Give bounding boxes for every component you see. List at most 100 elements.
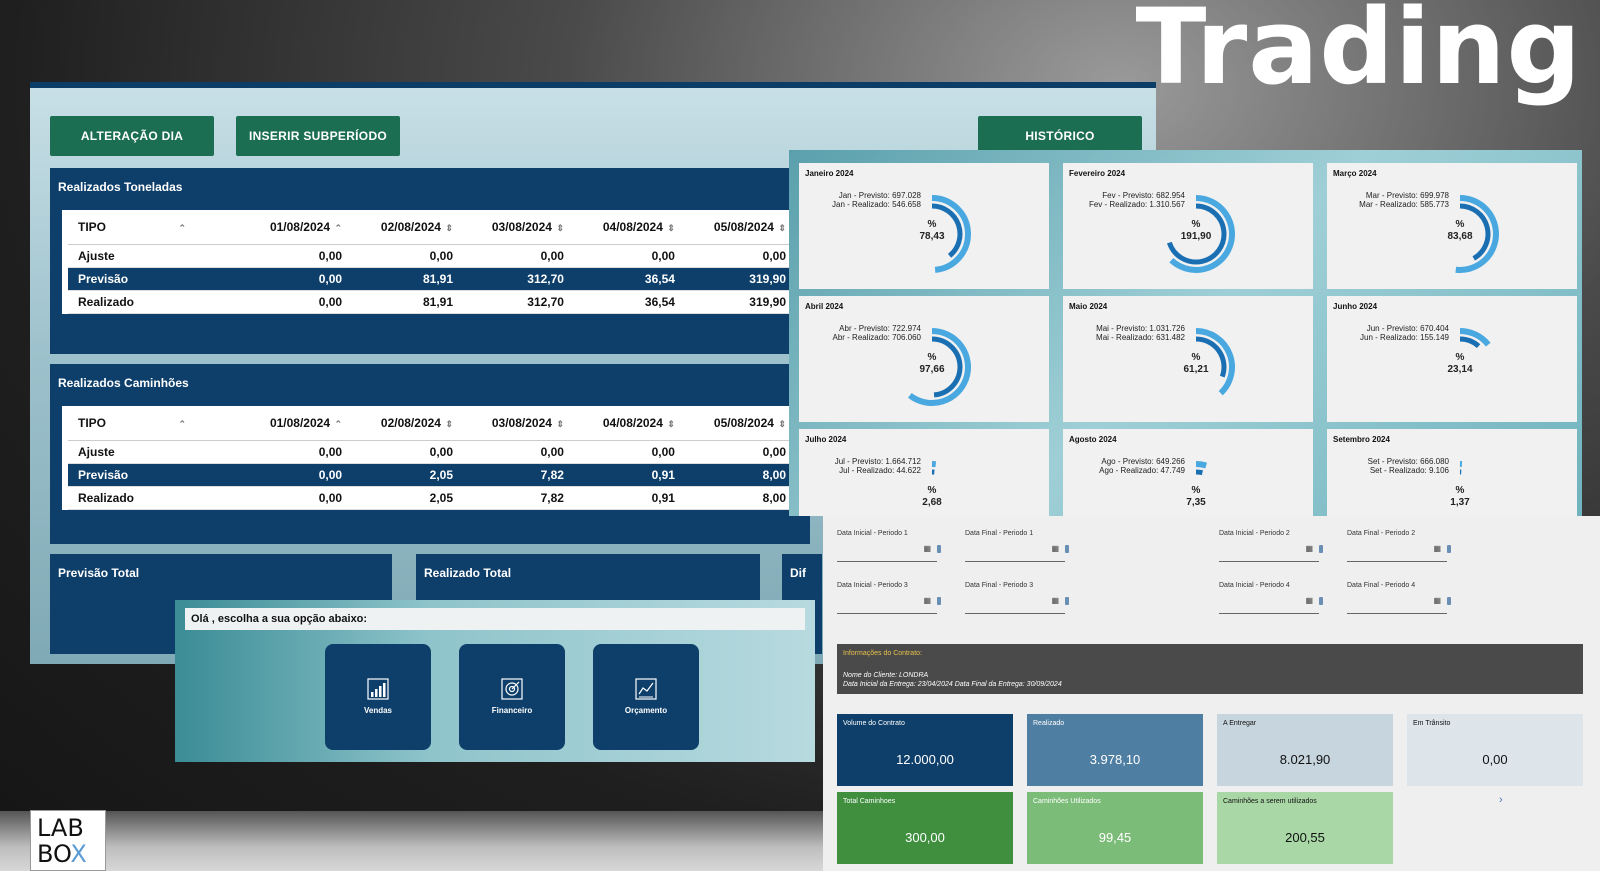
inserir-subperiodo-button[interactable]: INSERIR SUBPERÍODO xyxy=(236,116,400,156)
donut-outer-arc xyxy=(1195,461,1208,469)
column-header-date[interactable]: 05/08/2024 ⇕ xyxy=(684,406,796,441)
orcamento-tile[interactable]: Orçamento xyxy=(593,644,699,750)
info-icon xyxy=(1319,545,1323,553)
donut-chart xyxy=(1195,328,1235,396)
date-input[interactable] xyxy=(1347,550,1447,562)
month-donut-card[interactable]: Maio 2024 Mai - Previsto: 1.031.726 Mai … xyxy=(1063,296,1313,422)
calendar-icon[interactable]: ▦ xyxy=(1051,596,1059,605)
column-header-date[interactable]: 03/08/2024 ⇕ xyxy=(463,406,574,441)
kpi-value: 200,55 xyxy=(1285,830,1325,845)
calendar-icon[interactable]: ▦ xyxy=(1051,544,1059,553)
vendas-tile[interactable]: Vendas xyxy=(325,644,431,750)
donut-outer-arc xyxy=(1195,328,1235,396)
column-header-tipo[interactable]: TIPO ⌃ xyxy=(68,406,242,441)
chevron-right-icon[interactable]: › xyxy=(1499,794,1503,806)
row-value: 0,00 xyxy=(241,244,353,268)
period-date-field[interactable]: Data Final - Periodo 4 ▦ xyxy=(1347,582,1451,614)
row-value: 2,05 xyxy=(352,486,464,510)
labbox-logo: LAB BOX xyxy=(30,810,106,871)
sort-icon[interactable]: ⌃ xyxy=(176,419,187,429)
month-donut-card[interactable]: Setembro 2024 Set - Previsto: 666.080 Se… xyxy=(1327,429,1577,516)
sort-icon[interactable]: ⇕ xyxy=(664,223,675,233)
period-label: Data Inicial - Periodo 3 xyxy=(837,582,908,589)
sort-icon[interactable]: ⇕ xyxy=(775,223,786,233)
month-donut-card[interactable]: Agosto 2024 Ago - Previsto: 649.266 Ago … xyxy=(1063,429,1313,516)
month-values: Fev - Previsto: 682.954 Fev - Realizado:… xyxy=(1089,191,1185,209)
financeiro-tile[interactable]: Financeiro xyxy=(459,644,565,750)
sort-icon[interactable]: ⇕ xyxy=(553,419,564,429)
historico-button[interactable]: HISTÓRICO xyxy=(978,116,1142,156)
sort-icon[interactable]: ⇕ xyxy=(442,419,454,429)
column-header-date[interactable]: 04/08/2024 ⇕ xyxy=(573,406,685,441)
table-row[interactable]: Previsão 0,00 81,91 312,70 36,54 319,90 xyxy=(68,267,796,291)
month-donut-card[interactable]: Janeiro 2024 Jan - Previsto: 697.028 Jan… xyxy=(799,163,1049,289)
sort-icon[interactable]: ⌃ xyxy=(332,419,343,429)
period-date-field[interactable]: Data Inicial - Periodo 3 ▦ xyxy=(837,582,941,614)
calendar-icon[interactable]: ▦ xyxy=(923,544,931,553)
column-header-date[interactable]: 02/08/2024 ⇕ xyxy=(352,210,464,245)
sort-icon[interactable]: ⇕ xyxy=(442,223,454,233)
calendar-icon[interactable]: ▦ xyxy=(1433,596,1441,605)
sort-icon[interactable]: ⇕ xyxy=(664,419,675,429)
column-header-date[interactable]: 05/08/2024 ⇕ xyxy=(684,210,796,245)
donut-outer-arc xyxy=(908,328,971,406)
date-input[interactable] xyxy=(837,550,937,562)
date-input[interactable] xyxy=(1219,602,1319,614)
column-header-date[interactable]: 01/08/2024 ⌃ xyxy=(241,406,353,441)
month-donut-card[interactable]: Julho 2024 Jul - Previsto: 1.664.712 Jul… xyxy=(799,429,1049,516)
table-row[interactable]: Realizado 0,00 2,05 7,82 0,91 8,00 xyxy=(68,486,796,510)
calendar-icon[interactable]: ▦ xyxy=(1433,544,1441,553)
donut-chart xyxy=(931,195,971,273)
period-date-field[interactable]: Data Inicial - Periodo 2 ▦ xyxy=(1219,530,1323,562)
logo-line1: LAB xyxy=(37,814,84,842)
date-input[interactable] xyxy=(965,550,1065,562)
calendar-icon[interactable]: ▦ xyxy=(1305,544,1313,553)
pct-value: 1,37 xyxy=(1450,497,1470,508)
sort-icon[interactable]: ⇕ xyxy=(553,223,564,233)
table-row[interactable]: Ajuste 0,00 0,00 0,00 0,00 0,00 xyxy=(68,440,796,464)
sort-icon[interactable]: ⌃ xyxy=(332,223,343,233)
column-header-date[interactable]: 01/08/2024 ⌃ xyxy=(241,210,353,245)
column-header-date[interactable]: 03/08/2024 ⇕ xyxy=(463,210,574,245)
donut-chart xyxy=(1459,461,1463,475)
logo-line2: BO xyxy=(37,840,71,868)
column-header-date[interactable]: 04/08/2024 ⇕ xyxy=(573,210,685,245)
sort-icon[interactable]: ⇕ xyxy=(775,419,786,429)
month-previsto: Ago - Previsto: 649.266 xyxy=(1101,457,1185,466)
row-value: 319,90 xyxy=(684,290,796,314)
kpi-value: 300,00 xyxy=(905,830,945,845)
alteracao-dia-button[interactable]: ALTERAÇÃO DIA xyxy=(50,116,214,156)
date-input[interactable] xyxy=(837,602,937,614)
column-header-label: 01/08/2024 xyxy=(269,416,330,430)
month-donut-card[interactable]: Fevereiro 2024 Fev - Previsto: 682.954 F… xyxy=(1063,163,1313,289)
month-donut-card[interactable]: Junho 2024 Jun - Previsto: 670.404 Jun -… xyxy=(1327,296,1577,422)
column-header-date[interactable]: 02/08/2024 ⇕ xyxy=(352,406,464,441)
table-row[interactable]: Realizado 0,00 81,91 312,70 36,54 319,90 xyxy=(68,290,796,314)
row-tipo: Realizado xyxy=(68,486,242,510)
column-header-tipo[interactable]: TIPO ⌃ xyxy=(68,210,242,245)
calendar-icon[interactable]: ▦ xyxy=(1305,596,1313,605)
period-date-field[interactable]: Data Inicial - Periodo 4 ▦ xyxy=(1219,582,1323,614)
row-value: 312,70 xyxy=(463,267,574,291)
period-date-field[interactable]: Data Final - Periodo 1 ▦ xyxy=(965,530,1069,562)
sort-icon[interactable]: ⌃ xyxy=(176,223,187,233)
table-row[interactable]: Ajuste 0,00 0,00 0,00 0,00 0,00 xyxy=(68,244,796,268)
date-input[interactable] xyxy=(1219,550,1319,562)
row-value: 8,00 xyxy=(684,463,796,487)
period-date-field[interactable]: Data Inicial - Periodo 1 ▦ xyxy=(837,530,941,562)
kpi-value: 12.000,00 xyxy=(896,752,954,767)
calendar-icon[interactable]: ▦ xyxy=(923,596,931,605)
month-previsto: Mar - Previsto: 699.978 xyxy=(1365,191,1449,200)
period-date-field[interactable]: Data Final - Periodo 2 ▦ xyxy=(1347,530,1451,562)
period-date-field[interactable]: Data Final - Periodo 3 ▦ xyxy=(965,582,1069,614)
month-donut-card[interactable]: Abril 2024 Abr - Previsto: 722.974 Abr -… xyxy=(799,296,1049,422)
date-input[interactable] xyxy=(965,602,1065,614)
month-realizado: Jul - Realizado: 44.622 xyxy=(839,466,921,475)
table-row[interactable]: Previsão 0,00 2,05 7,82 0,91 8,00 xyxy=(68,463,796,487)
menu-panel: Olá , escolha a sua opção abaixo: Vendas… xyxy=(175,600,815,762)
date-input[interactable] xyxy=(1347,602,1447,614)
row-value: 312,70 xyxy=(463,290,574,314)
month-donut-card[interactable]: Março 2024 Mar - Previsto: 699.978 Mar -… xyxy=(1327,163,1577,289)
month-realizado: Mai - Realizado: 631.482 xyxy=(1096,333,1185,342)
row-value: 8,00 xyxy=(684,486,796,510)
